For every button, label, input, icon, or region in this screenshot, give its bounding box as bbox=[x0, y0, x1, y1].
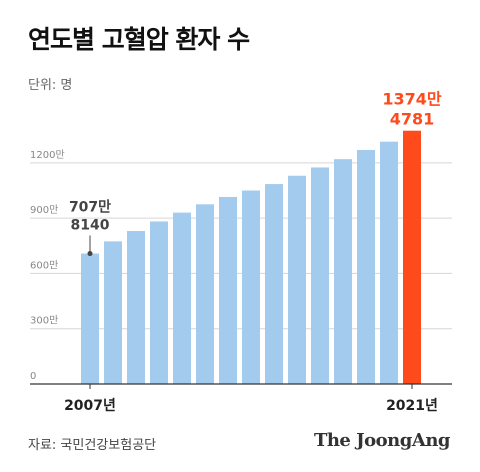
annotation-label: 8140 bbox=[71, 218, 110, 234]
y-tick-label: 0 bbox=[30, 371, 36, 382]
chart-title: 연도별 고혈압 환자 수 bbox=[28, 25, 250, 54]
x-tick-label: 2021년 bbox=[386, 398, 438, 414]
annotation-label: 707만 bbox=[69, 200, 111, 216]
y-tick-label: 900만 bbox=[30, 204, 58, 216]
x-tick-label: 2007년 bbox=[64, 398, 116, 414]
bar bbox=[104, 241, 122, 384]
unit-label: 단위: 명 bbox=[28, 78, 73, 93]
bar bbox=[127, 231, 145, 384]
bar bbox=[403, 130, 421, 384]
y-tick-label: 300만 bbox=[30, 315, 58, 327]
bar bbox=[219, 196, 237, 384]
bar bbox=[334, 159, 352, 384]
bar bbox=[265, 184, 283, 384]
source-label: 자료: 국민건강보험공단 bbox=[28, 438, 157, 453]
bar bbox=[81, 253, 99, 384]
bar bbox=[173, 212, 191, 384]
bar bbox=[150, 221, 168, 384]
y-tick-label: 1200만 bbox=[30, 149, 65, 161]
annotation-label: 4781 bbox=[390, 110, 435, 129]
bar bbox=[357, 149, 375, 384]
annotation-dot bbox=[87, 251, 93, 257]
y-tick-label: 600만 bbox=[30, 259, 58, 271]
brand-logo: The JoongAng bbox=[313, 430, 451, 451]
bar bbox=[380, 141, 398, 384]
bar bbox=[311, 167, 329, 384]
bar bbox=[242, 190, 260, 384]
bar bbox=[288, 175, 306, 384]
bar bbox=[196, 204, 214, 384]
annotation-label: 1374만 bbox=[382, 90, 442, 109]
